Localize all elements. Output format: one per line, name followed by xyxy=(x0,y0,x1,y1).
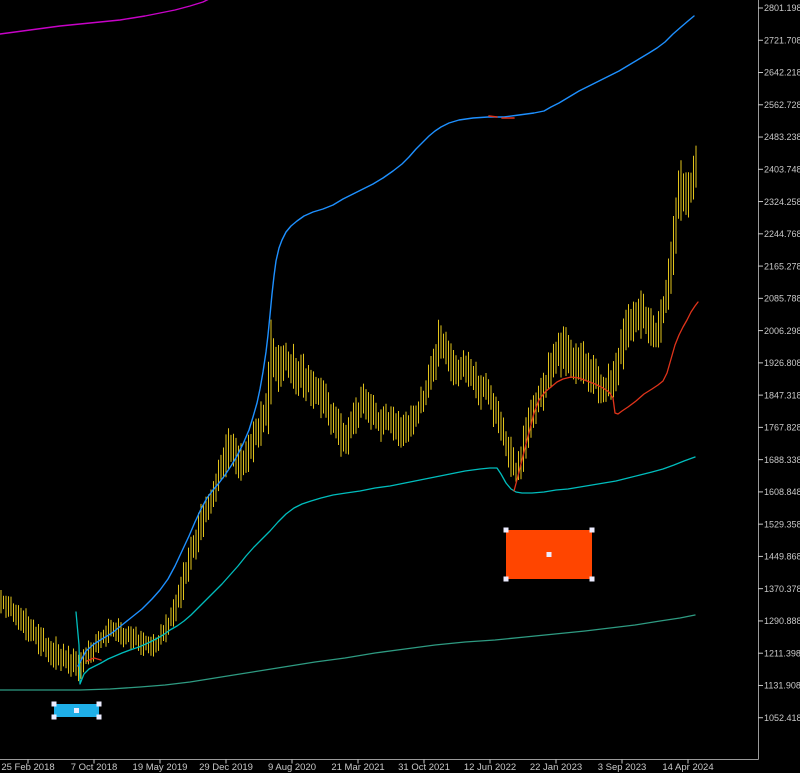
price-axis-label: 2642.218 xyxy=(764,68,800,78)
time-axis-label: 7 Oct 2018 xyxy=(71,762,117,773)
price-axis-label: 2244.768 xyxy=(764,229,800,239)
time-axis-label: 25 Feb 2018 xyxy=(1,762,54,773)
price-axis-label: 1847.318 xyxy=(764,390,800,400)
price-axis-label: 1290.888 xyxy=(764,616,800,626)
time-axis-label: 3 Sep 2023 xyxy=(598,762,647,773)
time-axis-label: 19 May 2019 xyxy=(133,762,188,773)
rectangle-object-orange-selection-handle[interactable] xyxy=(503,576,509,582)
price-axis-label: 1767.828 xyxy=(764,423,800,433)
price-axis-label: 2801.198 xyxy=(764,3,800,13)
time-axis-label: 21 Mar 2021 xyxy=(331,762,384,773)
price-axis-label: 1529.358 xyxy=(764,519,800,529)
rectangle-object-blue-selection-handle[interactable] xyxy=(74,708,79,713)
price-axis-label: 1052.418 xyxy=(764,713,800,723)
rectangle-object-orange-group xyxy=(503,527,595,582)
price-axis-label: 1926.808 xyxy=(764,358,800,368)
price-axis-label: 2562.728 xyxy=(764,100,800,110)
magenta-overlay-line xyxy=(0,0,209,35)
time-axis-label: 14 Apr 2024 xyxy=(662,762,713,773)
rectangle-object-blue-selection-handle[interactable] xyxy=(96,714,102,720)
price-axis-label: 1688.338 xyxy=(764,455,800,465)
price-axis-label: 2324.258 xyxy=(764,197,800,207)
time-axis-label: 9 Aug 2020 xyxy=(268,762,316,773)
rectangle-object-blue-group xyxy=(51,701,102,720)
price-axis-label: 1608.848 xyxy=(764,487,800,497)
blue-upper-band xyxy=(77,15,695,667)
cyan-mid-band xyxy=(75,456,696,685)
time-axis-label: 29 Dec 2019 xyxy=(199,762,253,773)
rectangle-object-orange-selection-handle[interactable] xyxy=(546,552,552,557)
price-axis-label: 2403.748 xyxy=(764,165,800,175)
price-axis-label: 1211.398 xyxy=(764,648,800,658)
teal-lower-band xyxy=(0,614,696,691)
rectangle-object-orange-selection-handle[interactable] xyxy=(589,527,595,533)
time-axis-label: 12 Jun 2022 xyxy=(464,762,516,773)
price-axis-label: 2483.238 xyxy=(764,132,800,142)
rectangle-object-orange-selection-handle[interactable] xyxy=(589,576,595,582)
rectangle-object-blue-selection-handle[interactable] xyxy=(51,701,57,707)
price-axis-label: 2006.298 xyxy=(764,326,800,336)
red-dash-on-band-1 xyxy=(488,115,498,118)
price-axis-label: 1131.908 xyxy=(764,681,800,691)
red-ma-line xyxy=(513,301,699,492)
price-axis-label: 1449.868 xyxy=(764,552,800,562)
candle-series xyxy=(0,145,697,682)
price-axis-label: 2721.708 xyxy=(764,35,800,45)
time-axis-label: 22 Jan 2023 xyxy=(530,762,582,773)
price-axis-label: 1370.378 xyxy=(764,584,800,594)
rectangle-object-blue-selection-handle[interactable] xyxy=(96,701,102,707)
price-axis-label: 2165.278 xyxy=(764,261,800,271)
price-axis-label: 2085.788 xyxy=(764,294,800,304)
red-tick-at-low xyxy=(86,657,102,662)
rectangle-object-blue-selection-handle[interactable] xyxy=(51,714,57,720)
rectangle-object-orange-selection-handle[interactable] xyxy=(503,527,509,533)
time-axis-label: 31 Oct 2021 xyxy=(398,762,450,773)
